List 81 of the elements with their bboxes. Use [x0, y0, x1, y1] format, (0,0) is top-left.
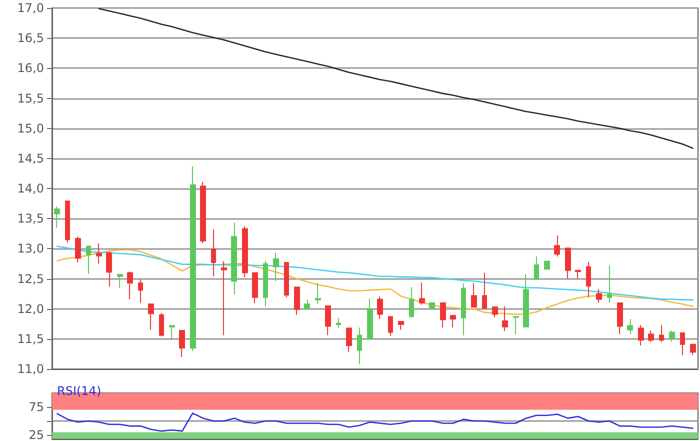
candlestick [482, 272, 487, 309]
candlestick [409, 286, 414, 318]
candlestick [596, 288, 602, 304]
candlestick [575, 270, 581, 280]
candlestick [159, 312, 164, 338]
candlestick [450, 314, 456, 328]
candlestick [554, 234, 560, 257]
candlestick [565, 248, 571, 280]
candlestick [617, 302, 623, 335]
y-tick-label: 13,0 [17, 242, 44, 256]
candlestick [127, 271, 133, 300]
candlestick [75, 236, 81, 264]
candlestick [221, 260, 227, 336]
candlestick [304, 299, 310, 310]
candlestick [419, 282, 425, 306]
candlestick [377, 296, 383, 320]
candlestick [54, 206, 60, 228]
candlestick [461, 283, 466, 336]
candlestick [190, 166, 196, 352]
candlestick [200, 181, 206, 244]
candlestick [690, 344, 696, 356]
candlestick [273, 252, 279, 282]
candlestick [544, 260, 550, 270]
candlestick [315, 282, 321, 305]
candlestick [86, 245, 91, 274]
y-tick-label: 11,0 [17, 362, 44, 376]
candlestick [440, 302, 446, 328]
candlestick [492, 306, 498, 318]
candlestick [179, 330, 185, 358]
candlestick [263, 260, 268, 307]
y-tick-label: 14,5 [17, 151, 44, 166]
y-tick-label: 16,5 [17, 31, 44, 46]
candlestick [513, 316, 519, 335]
line-series [56, 412, 694, 432]
candlestick [471, 282, 477, 308]
y-tick-label: 25 [28, 428, 44, 441]
candlestick [65, 200, 70, 244]
candlestick [336, 317, 341, 328]
candlestick [357, 326, 362, 365]
candlestick [502, 306, 508, 332]
candlestick [106, 251, 112, 288]
candlestick [388, 316, 393, 336]
y-tick-label: 15,0 [17, 121, 44, 136]
candlestick [346, 328, 352, 353]
y-tick-label: 16,0 [17, 61, 44, 76]
candlestick [284, 262, 289, 298]
line-series [56, 246, 694, 300]
candlestick [669, 330, 675, 342]
candlestick [294, 286, 300, 316]
candlestick [117, 273, 123, 288]
candlestick [648, 330, 654, 342]
candlestick [252, 272, 258, 304]
candlestick [659, 324, 664, 342]
y-tick-label: 75 [28, 400, 44, 414]
candlestick [148, 304, 154, 330]
candlestick [211, 228, 216, 277]
candlestick [325, 305, 331, 336]
candlestick [680, 332, 685, 356]
line-series [56, 249, 694, 315]
candlestick [169, 325, 175, 341]
y-tick-label: 13,5 [17, 212, 44, 226]
candlestick [638, 324, 644, 346]
y-tick-label: 12,5 [17, 272, 44, 286]
candlestick [523, 274, 529, 328]
y-tick-label: 14,0 [17, 182, 44, 196]
y-tick-label: 17,0 [17, 1, 44, 15]
line-series [98, 8, 694, 149]
candlestick [96, 242, 102, 264]
candlestick [607, 265, 612, 304]
candlestick [398, 320, 404, 330]
candlestick [242, 226, 248, 278]
y-tick-label: 12,0 [17, 302, 44, 316]
candlestick [138, 278, 143, 304]
y-tick-label: 11,5 [17, 332, 44, 346]
candlestick [534, 256, 539, 280]
candlestick [586, 261, 591, 298]
candlestick [429, 302, 435, 310]
candlestick [627, 318, 633, 335]
candlestick [367, 298, 373, 340]
y-tick-label: 15,5 [17, 91, 44, 106]
candlestick [231, 222, 237, 295]
